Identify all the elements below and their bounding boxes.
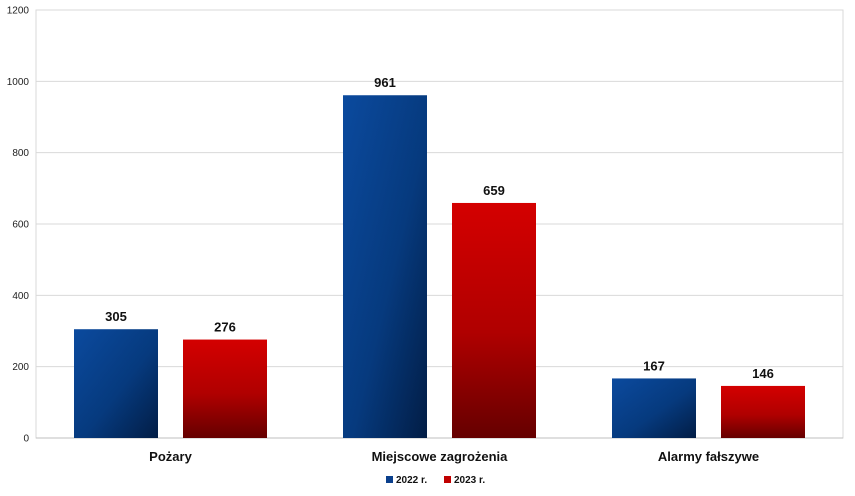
data-label: 146 — [752, 366, 774, 381]
y-axis: 0 200 400 600 800 1000 1200 — [7, 6, 843, 445]
x-axis: Pożary Miejscowe zagrożenia Alarmy fałszyw… — [149, 449, 759, 464]
legend-label: 2023 r. — [454, 475, 485, 486]
legend: 2022 r. 2023 r. — [386, 475, 485, 486]
bar-series-2 — [721, 385, 805, 438]
bar-series-1 — [612, 378, 696, 438]
bar-series-2 — [183, 339, 267, 438]
data-label: 961 — [374, 75, 396, 90]
gridlines — [35, 9, 844, 439]
bar-series-1 — [74, 329, 158, 438]
x-tick-label: Pożary — [149, 449, 192, 464]
bar-series-1 — [343, 95, 427, 438]
bars — [74, 95, 805, 438]
y-tick-label: 400 — [12, 291, 29, 302]
data-label: 305 — [105, 309, 127, 324]
y-tick-label: 200 — [12, 362, 29, 373]
y-tick-label: 600 — [12, 220, 29, 231]
legend-swatch — [444, 476, 451, 483]
data-label: 659 — [483, 183, 505, 198]
y-tick-label: 0 — [23, 434, 29, 445]
data-label: 276 — [214, 320, 236, 335]
x-tick-label: Miejscowe zagrożenia — [372, 449, 509, 464]
legend-label: 2022 r. — [396, 475, 427, 486]
y-tick-label: 1000 — [7, 77, 30, 88]
y-tick-label: 1200 — [7, 6, 30, 17]
y-tick-label: 800 — [12, 148, 29, 159]
legend-entry: 2022 r. — [386, 475, 427, 486]
legend-entry: 2023 r. — [444, 475, 485, 486]
x-tick-label: Alarmy fałszywe — [658, 449, 759, 464]
data-labels: 305 276 961 659 167 146 — [105, 75, 774, 381]
data-label: 167 — [643, 358, 665, 373]
bar-series-2 — [452, 202, 536, 438]
legend-swatch — [386, 476, 393, 483]
